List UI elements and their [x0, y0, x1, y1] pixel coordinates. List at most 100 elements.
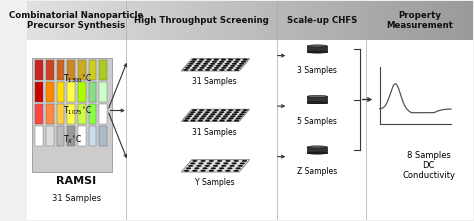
Bar: [67, 126, 75, 146]
Bar: [56, 104, 64, 124]
Text: 5 Samples: 5 Samples: [297, 117, 337, 126]
Bar: [46, 126, 54, 146]
Bar: [353, 1, 357, 40]
Ellipse shape: [185, 118, 190, 119]
Bar: [300, 1, 304, 40]
Bar: [90, 1, 94, 40]
Bar: [402, 1, 406, 40]
Bar: [56, 126, 64, 146]
Ellipse shape: [194, 168, 199, 169]
Ellipse shape: [236, 67, 241, 69]
Bar: [117, 1, 121, 40]
Bar: [67, 82, 75, 102]
Text: Combinatorial Nanoparticle
Precursor Synthesis: Combinatorial Nanoparticle Precursor Syn…: [9, 11, 144, 30]
Ellipse shape: [217, 160, 222, 162]
Bar: [76, 1, 81, 40]
Bar: [371, 1, 375, 40]
Ellipse shape: [210, 63, 215, 65]
Bar: [121, 1, 126, 40]
Bar: [317, 1, 322, 40]
Ellipse shape: [234, 120, 239, 121]
Ellipse shape: [187, 116, 191, 117]
Ellipse shape: [228, 109, 233, 111]
Bar: [362, 1, 366, 40]
Ellipse shape: [211, 168, 216, 169]
Bar: [411, 1, 415, 40]
Bar: [35, 82, 43, 102]
Bar: [32, 1, 36, 40]
Text: 3 Samples: 3 Samples: [297, 67, 337, 75]
Bar: [89, 60, 96, 80]
Ellipse shape: [183, 120, 188, 121]
Ellipse shape: [214, 67, 219, 69]
Bar: [393, 1, 398, 40]
Bar: [139, 1, 144, 40]
Bar: [389, 1, 393, 40]
Ellipse shape: [201, 116, 206, 117]
Ellipse shape: [307, 95, 327, 97]
Ellipse shape: [188, 165, 193, 167]
Ellipse shape: [214, 118, 219, 119]
Polygon shape: [181, 59, 250, 71]
Ellipse shape: [234, 170, 238, 172]
Ellipse shape: [196, 165, 201, 167]
Ellipse shape: [228, 118, 233, 119]
Bar: [100, 82, 107, 102]
Bar: [103, 1, 108, 40]
Ellipse shape: [226, 160, 230, 162]
Ellipse shape: [232, 113, 237, 115]
Bar: [27, 1, 32, 40]
Bar: [255, 1, 259, 40]
Bar: [89, 82, 96, 102]
Ellipse shape: [201, 65, 206, 67]
Ellipse shape: [307, 101, 327, 104]
Ellipse shape: [221, 109, 226, 111]
Text: Property
Measurement: Property Measurement: [386, 11, 453, 30]
Bar: [398, 1, 402, 40]
Ellipse shape: [229, 165, 235, 167]
Ellipse shape: [205, 69, 210, 71]
Ellipse shape: [221, 67, 226, 69]
Ellipse shape: [221, 59, 226, 61]
Bar: [442, 1, 447, 40]
Bar: [56, 60, 64, 80]
Ellipse shape: [203, 113, 208, 115]
Bar: [291, 1, 295, 40]
Bar: [78, 104, 86, 124]
Bar: [237, 1, 241, 40]
Ellipse shape: [236, 168, 241, 169]
Bar: [380, 1, 384, 40]
Ellipse shape: [227, 61, 231, 63]
Bar: [197, 1, 201, 40]
Bar: [144, 1, 148, 40]
Ellipse shape: [210, 113, 215, 115]
Ellipse shape: [241, 61, 246, 63]
Bar: [206, 1, 210, 40]
Ellipse shape: [234, 61, 238, 63]
Bar: [273, 1, 277, 40]
Ellipse shape: [187, 65, 191, 67]
Ellipse shape: [230, 65, 235, 67]
Ellipse shape: [237, 116, 242, 117]
Bar: [32, 58, 112, 172]
Bar: [78, 60, 86, 80]
Ellipse shape: [236, 109, 240, 111]
Text: 31 Samples: 31 Samples: [192, 128, 237, 137]
Text: $\mathrm{T}_{1075}$$\mathrm{{}^{\circ}C}$: $\mathrm{T}_{1075}$$\mathrm{{}^{\circ}C}…: [63, 104, 92, 117]
Bar: [130, 1, 135, 40]
Ellipse shape: [214, 59, 219, 61]
Bar: [192, 1, 197, 40]
Ellipse shape: [198, 69, 203, 71]
Bar: [335, 1, 339, 40]
Ellipse shape: [189, 63, 193, 65]
Ellipse shape: [307, 146, 327, 148]
Ellipse shape: [219, 168, 224, 169]
Ellipse shape: [228, 59, 233, 61]
Ellipse shape: [194, 65, 199, 67]
Ellipse shape: [192, 160, 197, 162]
Ellipse shape: [194, 116, 199, 117]
Bar: [246, 1, 250, 40]
Bar: [313, 1, 317, 40]
Ellipse shape: [186, 168, 191, 169]
Bar: [282, 1, 286, 40]
